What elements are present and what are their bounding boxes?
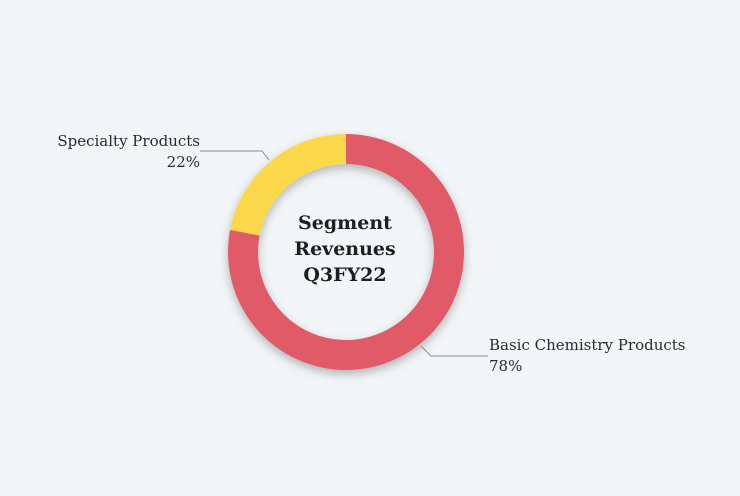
chart-title-line-2: Revenues <box>294 238 396 260</box>
leader-lines <box>200 150 488 357</box>
chart-title: Segment Revenues Q3FY22 <box>245 210 445 288</box>
slice-specialty-products <box>230 134 346 236</box>
slice-name-specialty-products: Specialty Products <box>57 132 200 150</box>
slice-value-basic-chemistry-products: 78% <box>489 357 523 375</box>
slice-label-basic-chemistry-products: Basic Chemistry Products 78% <box>489 335 686 377</box>
chart-title-line-1: Segment <box>298 212 392 234</box>
leader-line-basic-chemistry-products <box>420 345 488 357</box>
donut-ring <box>227 134 464 371</box>
slice-label-specialty-products: Specialty Products 22% <box>57 131 200 173</box>
slice-value-specialty-products: 22% <box>166 153 200 171</box>
leader-line-specialty-products <box>200 150 270 161</box>
chart-title-line-3: Q3FY22 <box>303 264 387 286</box>
slice-name-basic-chemistry-products: Basic Chemistry Products <box>489 336 686 354</box>
